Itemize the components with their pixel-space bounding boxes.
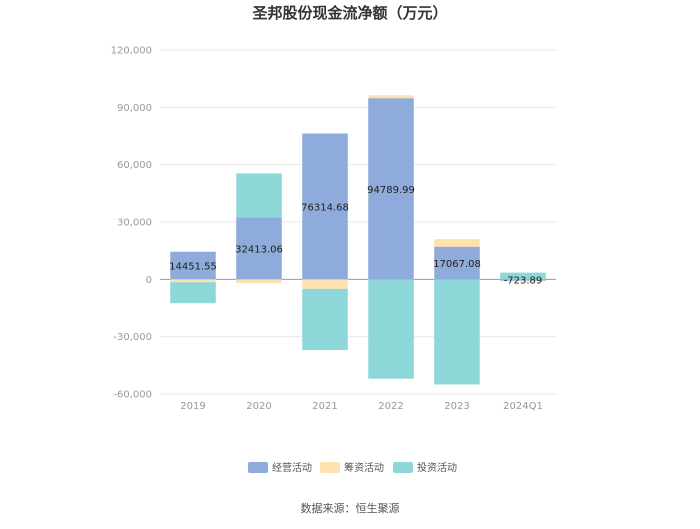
bar-2020-series-1: [236, 279, 282, 284]
legend-label: 投资活动: [417, 461, 457, 474]
bar-2019-series-2: [170, 282, 216, 304]
bar-2020-series-2: [236, 173, 282, 218]
bar-2024Q1-series-2: [500, 272, 546, 280]
grid-layer: [160, 49, 556, 395]
legend-swatch-2: [393, 462, 413, 473]
bar-2022-series-0: [368, 98, 414, 280]
data-label: 14451.55: [169, 262, 217, 273]
x-tick-label: 2021: [312, 401, 337, 412]
x-axis-ticks: 2019 2020 2021 2022 2023 2024Q1: [180, 401, 543, 412]
legend-label: 经营活动: [272, 461, 312, 474]
bar-2020-series-0: [236, 217, 282, 280]
bar-2022-series-2: [368, 279, 414, 379]
bar-2022-series-1: [368, 95, 414, 99]
bar-2023-series-0: [434, 246, 480, 280]
chart-title: 圣邦股份现金流净额（万元）: [251, 4, 447, 22]
legend-swatch-1: [320, 462, 340, 473]
legend: 经营活动 筹资活动 投资活动: [248, 461, 457, 474]
bar-2023-series-2: [434, 279, 480, 385]
data-label: 32413.06: [235, 244, 283, 255]
bar-2023-series-1: [434, 239, 480, 247]
bar-2019-series-0: [170, 251, 216, 280]
legend-label: 筹资活动: [344, 461, 384, 474]
bar-2019-series-1: [170, 279, 216, 283]
x-tick-label: 2020: [246, 401, 271, 412]
data-label: 76314.68: [301, 202, 349, 213]
y-tick-label: 90,000: [117, 103, 152, 114]
bar-2024Q1-series-1: [500, 280, 546, 282]
y-tick-label: -60,000: [113, 390, 152, 401]
x-tick-label: 2019: [180, 401, 205, 412]
data-label: 94789.99: [367, 185, 415, 196]
y-tick-label: 30,000: [117, 218, 152, 229]
bar-2021-series-2: [302, 288, 348, 351]
x-tick-label: 2023: [444, 401, 469, 412]
data-label: -723.89: [504, 275, 543, 286]
x-tick-label: 2022: [378, 401, 403, 412]
source-note: 数据来源：恒生聚源: [301, 501, 400, 515]
y-tick-label: 0: [146, 275, 152, 286]
y-tick-label: -30,000: [113, 332, 152, 343]
legend-swatch-0: [248, 462, 268, 473]
bar-2024Q1-series-0: [500, 279, 546, 281]
data-labels-layer: 14451.55 32413.06 76314.68 94789.99 17067.08…: [169, 185, 542, 287]
y-tick-label: 120,000: [111, 46, 152, 57]
bars-layer: [170, 95, 546, 385]
data-label: 17067.08: [433, 259, 481, 270]
bar-2021-series-0: [302, 133, 348, 280]
x-tick-label: 2024Q1: [503, 401, 543, 412]
bar-2021-series-1: [302, 279, 348, 289]
y-axis-ticks: -60,000 -30,000 0 30,000 60,000 90,000 120,000: [111, 46, 152, 401]
y-tick-label: 60,000: [117, 160, 152, 171]
